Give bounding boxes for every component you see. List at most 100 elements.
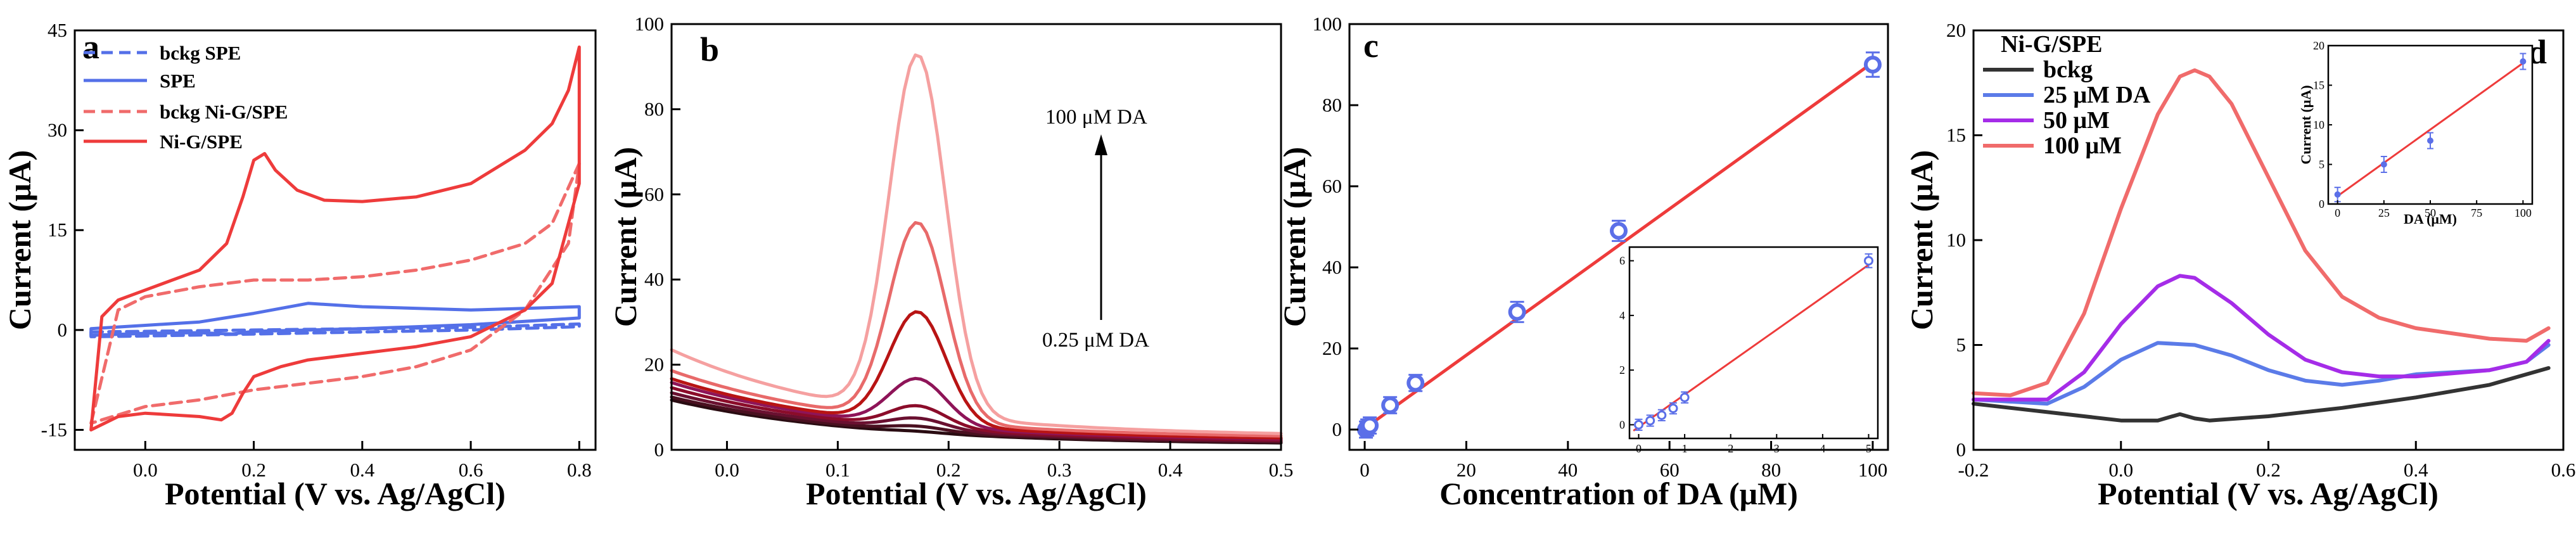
panel-c-inset-ytick-label: 4	[1619, 309, 1625, 322]
calibration-point	[1610, 222, 1628, 240]
calibration-point	[1863, 56, 1882, 73]
annotation-top: 100 μM DA	[1045, 106, 1147, 129]
panel-c-inset-xtick-label: 0	[1636, 442, 1642, 455]
legend-d-label-50: 50 μM	[2043, 107, 2110, 134]
panel-b-xtick-label: 0.0	[715, 459, 739, 481]
series-spe	[89, 302, 581, 337]
panel-a-ytick-label: 45	[48, 19, 67, 41]
panel-d-inset-xtick-label: 100	[2515, 207, 2532, 219]
panel-a-xtick-label: 0.0	[133, 459, 158, 481]
panel-a-xtick-label: 0.4	[350, 459, 374, 481]
calibration-point	[1361, 416, 1379, 435]
panel-c-inset-ytick-label: 2	[1619, 364, 1625, 376]
panel-a-ytick-label: 0	[58, 319, 68, 341]
panel-c-ytick-label: 60	[1322, 175, 1342, 197]
panel-d-inset-xlabel: DA (μM)	[2404, 211, 2457, 227]
inset-point	[1634, 419, 1644, 430]
inset-point	[2427, 137, 2433, 144]
inset-point	[1657, 410, 1667, 420]
panel-d-inset-ytick-label: 15	[2313, 79, 2324, 92]
panel-b-ytick-label: 80	[644, 98, 664, 120]
panel-c-ytick-label: 100	[1313, 13, 1342, 35]
fit-line	[1363, 61, 1875, 430]
panel-c-inset-xtick-label: 5	[1866, 442, 1871, 455]
panel-a-xtick-label: 0.6	[459, 459, 483, 481]
panel-b-xtick-label: 0.4	[1158, 459, 1183, 481]
legend-a-label-bckg-nig: bckg Ni-G/SPE	[160, 101, 288, 123]
panel-d-inset-ytick-label: 10	[2313, 118, 2324, 131]
panel-d-inset-xtick-label: 0	[2335, 207, 2340, 219]
legend-d-label-bckg: bckg	[2043, 56, 2093, 83]
panel-a-letter: a	[82, 28, 99, 66]
calibration-point	[1406, 374, 1425, 392]
panel-a-frame	[73, 29, 597, 451]
panel-d-ytick-label: 20	[1946, 19, 1966, 41]
panel-b-xlabel: Potential (V vs. Ag/AgCl)	[806, 476, 1147, 511]
series-100-m-da	[670, 53, 1283, 435]
calibration-point	[1381, 396, 1400, 414]
panel-c-ylabel: Current (μA)	[1277, 147, 1312, 327]
series-bckg-ni-g-spe	[89, 162, 581, 425]
legend-a-label-bckg-spe: bckg SPE	[160, 42, 241, 64]
inset-point	[1645, 416, 1655, 426]
panel-c-inset-ytick-label: 6	[1619, 255, 1625, 267]
panel-d-xtick-label: 0.6	[2551, 459, 2576, 481]
panel-a-xtick-label: 0.8	[567, 459, 592, 481]
panel-a-xtick-label: 0.2	[241, 459, 266, 481]
panel-c-xtick-label: 80	[1761, 459, 1781, 481]
panel-c-inset-xtick-label: 1	[1682, 442, 1688, 455]
legend-a-label-nig: Ni-G/SPE	[160, 131, 243, 153]
legend-d-label-100: 100 μM	[2043, 132, 2122, 159]
series-ni-g-spe	[89, 45, 581, 431]
panel-b-ytick-label: 40	[644, 268, 664, 290]
panel-d-xtick-label: 0.0	[2108, 459, 2133, 481]
annotation-bottom: 0.25 μM DA	[1042, 329, 1149, 352]
panel-a-ytick-label: 30	[48, 119, 67, 141]
panel-c-xtick-label: 60	[1660, 459, 1680, 481]
panel-b: 0.0 0.1 0.2 0.3 0.4 0.5 0 20 40 60 80 100 b Potenti…	[608, 13, 1293, 511]
panel-b-xtick-label: 0.3	[1047, 459, 1072, 481]
panel-d-ylabel: Current (μA)	[1904, 150, 1939, 330]
panel-d-xtick-label: 0.4	[2404, 459, 2428, 481]
inset-point	[2334, 191, 2341, 198]
panel-c-inset-frame	[1628, 246, 1879, 440]
panel-a-ytick-label: 15	[48, 219, 67, 241]
panel-d-inset-ytick-label: 20	[2313, 39, 2324, 52]
panel-d-xtick-label: 0.2	[2256, 459, 2281, 481]
inset-point	[2380, 161, 2387, 168]
inset-fit-line	[2337, 62, 2524, 197]
panel-c-xtick-label: 20	[1457, 459, 1476, 481]
panel-d-ytick-label: 5	[1956, 334, 1967, 356]
panel-c-ytick-label: 40	[1322, 256, 1342, 278]
panel-c-inset-xtick-label: 4	[1820, 442, 1825, 455]
legend-d-label-25: 25 μM DA	[2043, 82, 2151, 108]
panel-b-ytick-label: 20	[644, 354, 664, 376]
panel-a: 0.0 0.2 0.4 0.6 0.8 -15 0 15 30 45 a Potential (V…	[2, 19, 597, 511]
legend-d-title: Ni-G/SPE	[2001, 31, 2102, 58]
panel-c-inset-ytick-label: 0	[1619, 418, 1625, 431]
panel-c-ytick-label: 0	[1332, 418, 1342, 440]
panel-b-ytick-label: 0	[654, 438, 665, 461]
panel-c-xtick-label: 40	[1558, 459, 1578, 481]
legend-a-label-spe: SPE	[160, 70, 196, 92]
panel-d-inset-ytick-label: 0	[2319, 198, 2324, 210]
panel-c-xtick-label: 0	[1360, 459, 1370, 481]
panel-b-ylabel: Current (μA)	[608, 147, 643, 327]
series-100-m	[1972, 68, 2551, 397]
panel-c-frame	[1348, 23, 1889, 451]
series-30-m-da	[670, 310, 1283, 440]
panel-c-letter: c	[1363, 27, 1379, 65]
panel-a-ytick-label: -15	[41, 418, 67, 440]
inset-point	[1680, 392, 1690, 402]
series-50-m-da	[670, 220, 1283, 438]
panel-b-frame	[670, 23, 1282, 451]
panel-d-ytick-label: 10	[1946, 229, 1966, 251]
panel-c-xlabel: Concentration of DA (μM)	[1439, 476, 1798, 511]
panel-b-letter: b	[700, 30, 719, 68]
panel-b-ytick-label: 60	[644, 183, 664, 205]
panel-c-ytick-label: 20	[1322, 337, 1342, 359]
series-50-m	[1972, 274, 2551, 402]
series-bckg	[1972, 366, 2551, 423]
